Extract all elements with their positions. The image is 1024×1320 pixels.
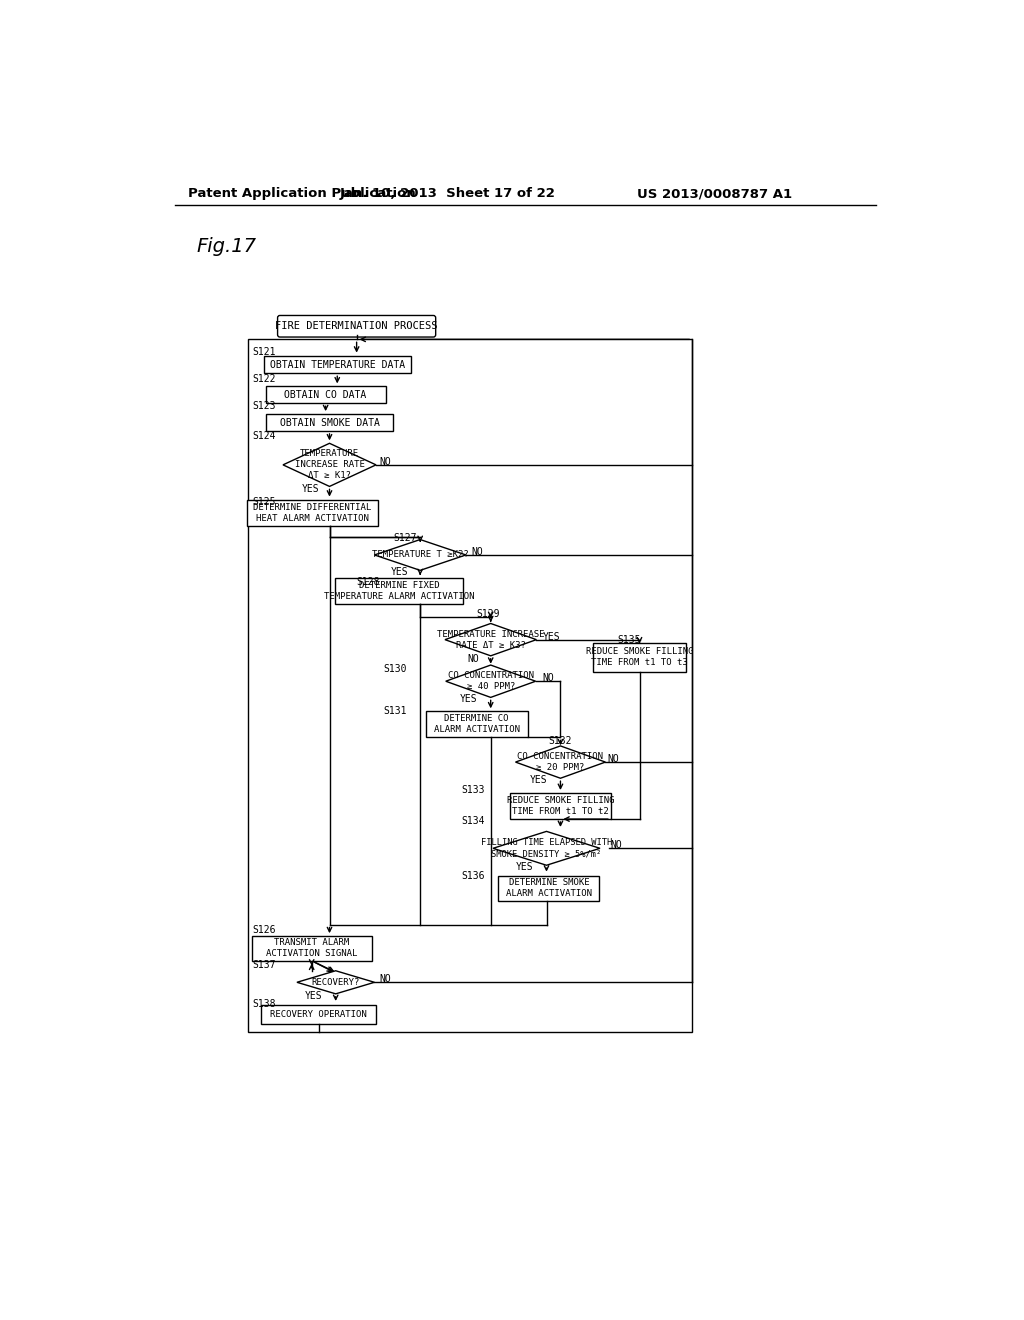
Bar xyxy=(510,793,611,818)
Text: DETERMINE CO
ALARM ACTIVATION: DETERMINE CO ALARM ACTIVATION xyxy=(434,714,520,734)
Text: S134: S134 xyxy=(461,816,484,825)
Text: NO: NO xyxy=(380,457,391,467)
Text: YES: YES xyxy=(530,775,548,785)
Text: S138: S138 xyxy=(252,999,275,1008)
Text: US 2013/0008787 A1: US 2013/0008787 A1 xyxy=(637,187,793,201)
Text: TEMPERATURE T ≥K2?: TEMPERATURE T ≥K2? xyxy=(372,550,469,560)
Text: YES: YES xyxy=(390,566,408,577)
Text: S132: S132 xyxy=(548,735,571,746)
Text: NO: NO xyxy=(380,974,391,985)
Polygon shape xyxy=(445,623,537,656)
Text: S137: S137 xyxy=(252,961,275,970)
Bar xyxy=(248,499,378,525)
Text: YES: YES xyxy=(516,862,534,871)
Text: CO CONCENTRATION
≥ 40 PPM?: CO CONCENTRATION ≥ 40 PPM? xyxy=(447,671,534,692)
Text: DETERMINE DIFFERENTIAL
HEAT ALARM ACTIVATION: DETERMINE DIFFERENTIAL HEAT ALARM ACTIVA… xyxy=(253,503,372,523)
Text: S125: S125 xyxy=(252,496,275,507)
Text: S128: S128 xyxy=(356,577,380,587)
Bar xyxy=(248,339,692,1032)
Text: S124: S124 xyxy=(252,432,275,441)
Text: DETERMINE FIXED
TEMPERATURE ALARM ACTIVATION: DETERMINE FIXED TEMPERATURE ALARM ACTIVA… xyxy=(324,581,474,601)
Text: FILLING TIME ELAPSED WITH
SMOKE DENSITY ≥ 5%/m²: FILLING TIME ELAPSED WITH SMOKE DENSITY … xyxy=(481,838,612,858)
Polygon shape xyxy=(375,540,466,570)
Text: S135: S135 xyxy=(617,635,641,645)
Text: REDUCE SMOKE FILLING
TIME FROM t1 TO t2: REDUCE SMOKE FILLING TIME FROM t1 TO t2 xyxy=(507,796,614,816)
Text: OBTAIN SMOKE DATA: OBTAIN SMOKE DATA xyxy=(280,417,380,428)
Bar xyxy=(335,578,463,605)
Text: YES: YES xyxy=(543,631,560,642)
Bar xyxy=(261,1006,376,1024)
Text: S121: S121 xyxy=(252,347,275,356)
Bar xyxy=(252,936,372,961)
Text: Jan. 10, 2013  Sheet 17 of 22: Jan. 10, 2013 Sheet 17 of 22 xyxy=(339,187,555,201)
Text: Fig.17: Fig.17 xyxy=(197,238,256,256)
Text: OBTAIN TEMPERATURE DATA: OBTAIN TEMPERATURE DATA xyxy=(269,360,404,370)
Bar xyxy=(499,876,599,900)
Polygon shape xyxy=(493,832,600,866)
Text: NO: NO xyxy=(611,841,623,850)
Text: S122: S122 xyxy=(252,374,275,384)
Text: OBTAIN CO DATA: OBTAIN CO DATA xyxy=(285,389,367,400)
Text: RECOVERY?: RECOVERY? xyxy=(311,978,359,987)
Text: S129: S129 xyxy=(477,610,501,619)
Polygon shape xyxy=(297,970,375,994)
Polygon shape xyxy=(445,665,536,697)
Polygon shape xyxy=(515,746,605,779)
Bar xyxy=(593,643,686,672)
Text: S130: S130 xyxy=(384,664,408,675)
Text: S127: S127 xyxy=(394,533,418,543)
Text: RECOVERY OPERATION: RECOVERY OPERATION xyxy=(270,1010,367,1019)
FancyBboxPatch shape xyxy=(278,315,435,337)
Text: NO: NO xyxy=(543,673,554,684)
Text: DETERMINE SMOKE
ALARM ACTIVATION: DETERMINE SMOKE ALARM ACTIVATION xyxy=(506,878,592,899)
Text: CO CONCENTRATION
≥ 20 PPM?: CO CONCENTRATION ≥ 20 PPM? xyxy=(517,752,603,772)
Text: S136: S136 xyxy=(461,871,484,880)
Text: S131: S131 xyxy=(384,706,408,717)
Polygon shape xyxy=(283,444,376,487)
Text: S133: S133 xyxy=(461,785,484,795)
Text: FIRE DETERMINATION PROCESS: FIRE DETERMINATION PROCESS xyxy=(275,321,438,331)
Text: YES: YES xyxy=(460,694,478,704)
Text: S123: S123 xyxy=(252,401,275,412)
Text: YES: YES xyxy=(301,484,318,495)
Text: NO: NO xyxy=(471,546,483,557)
Text: YES: YES xyxy=(305,991,323,1001)
Text: NO: NO xyxy=(607,754,620,764)
Text: Patent Application Publication: Patent Application Publication xyxy=(188,187,416,201)
Bar xyxy=(265,387,386,404)
Text: TRANSMIT ALARM
ACTIVATION SIGNAL: TRANSMIT ALARM ACTIVATION SIGNAL xyxy=(266,939,357,958)
Text: NO: NO xyxy=(467,653,479,664)
Text: TEMPERATURE
INCREASE RATE
ΔT ≥ K1?: TEMPERATURE INCREASE RATE ΔT ≥ K1? xyxy=(295,449,365,480)
Bar xyxy=(426,711,528,738)
Text: S126: S126 xyxy=(252,925,275,935)
Bar xyxy=(263,356,411,374)
Text: TEMPERATURE INCREASE
RATE ΔT ≥ K3?: TEMPERATURE INCREASE RATE ΔT ≥ K3? xyxy=(437,630,545,649)
Bar xyxy=(266,414,392,430)
Text: REDUCE SMOKE FILLING
TIME FROM t1 TO t3: REDUCE SMOKE FILLING TIME FROM t1 TO t3 xyxy=(586,647,693,668)
